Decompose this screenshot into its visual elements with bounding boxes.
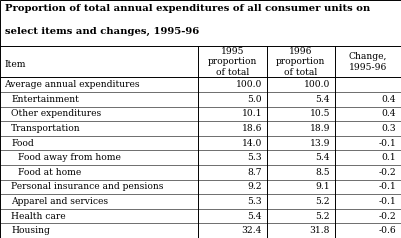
Text: Health care: Health care [11, 212, 66, 221]
Text: select items and changes, 1995-96: select items and changes, 1995-96 [5, 27, 199, 36]
Text: Average annual expenditures: Average annual expenditures [4, 80, 140, 89]
Text: -0.2: -0.2 [379, 168, 396, 177]
Text: Transportation: Transportation [11, 124, 81, 133]
Text: -0.6: -0.6 [379, 226, 396, 235]
Text: Food away from home: Food away from home [18, 153, 122, 162]
Text: 5.2: 5.2 [316, 212, 330, 221]
Text: 5.2: 5.2 [316, 197, 330, 206]
Text: Item: Item [4, 60, 26, 69]
Text: 5.3: 5.3 [247, 153, 262, 162]
Text: 0.1: 0.1 [382, 153, 396, 162]
Text: Food at home: Food at home [18, 168, 82, 177]
Text: Food: Food [11, 139, 34, 148]
Text: 14.0: 14.0 [241, 139, 262, 148]
Text: 5.4: 5.4 [316, 153, 330, 162]
Text: 1995
proportion
of total: 1995 proportion of total [208, 47, 257, 77]
Text: 31.8: 31.8 [310, 226, 330, 235]
Text: 18.9: 18.9 [310, 124, 330, 133]
Text: 1996
proportion
of total: 1996 proportion of total [276, 47, 326, 77]
Text: 0.4: 0.4 [382, 109, 396, 118]
Text: Other expenditures: Other expenditures [11, 109, 101, 118]
Text: Housing: Housing [11, 226, 50, 235]
Text: Proportion of total annual expenditures of all consumer units on: Proportion of total annual expenditures … [5, 4, 370, 13]
Text: Apparel and services: Apparel and services [11, 197, 108, 206]
Text: -0.1: -0.1 [379, 197, 396, 206]
Text: Change,
1995-96: Change, 1995-96 [349, 52, 387, 72]
Text: 9.1: 9.1 [316, 182, 330, 191]
Text: 100.0: 100.0 [304, 80, 330, 89]
Text: 10.1: 10.1 [241, 109, 262, 118]
Text: 5.3: 5.3 [247, 197, 262, 206]
Text: -0.1: -0.1 [379, 139, 396, 148]
Text: 5.4: 5.4 [316, 95, 330, 104]
Text: 8.7: 8.7 [247, 168, 262, 177]
Text: 32.4: 32.4 [241, 226, 262, 235]
Text: 5.4: 5.4 [247, 212, 262, 221]
Text: 8.5: 8.5 [316, 168, 330, 177]
Text: 0.3: 0.3 [382, 124, 396, 133]
Text: 100.0: 100.0 [235, 80, 262, 89]
Text: 18.6: 18.6 [241, 124, 262, 133]
Text: 0.4: 0.4 [382, 95, 396, 104]
Text: 9.2: 9.2 [247, 182, 262, 191]
Text: -0.1: -0.1 [379, 182, 396, 191]
Text: 13.9: 13.9 [310, 139, 330, 148]
Text: Entertainment: Entertainment [11, 95, 79, 104]
Text: 10.5: 10.5 [310, 109, 330, 118]
Text: Personal insurance and pensions: Personal insurance and pensions [11, 182, 164, 191]
Text: 5.0: 5.0 [247, 95, 262, 104]
Text: -0.2: -0.2 [379, 212, 396, 221]
